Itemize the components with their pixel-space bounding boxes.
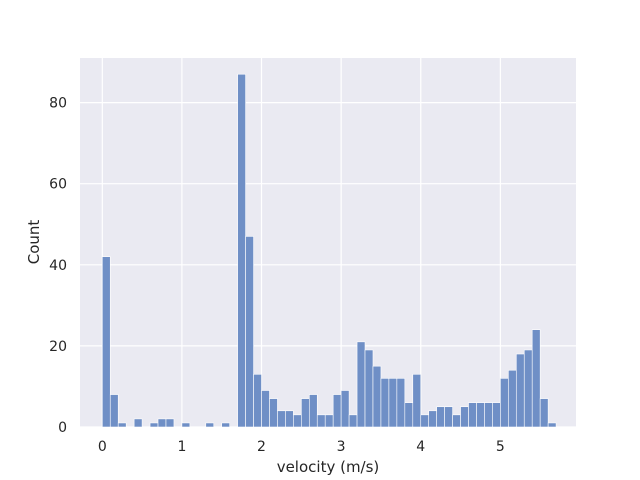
histogram-bar <box>420 414 430 428</box>
histogram-bar <box>348 414 358 428</box>
bars <box>101 73 557 428</box>
histogram-bar <box>269 398 278 428</box>
x-tick-label: 2 <box>257 439 266 455</box>
histogram-bar <box>484 402 493 428</box>
histogram-bar <box>237 73 246 428</box>
histogram-bar <box>523 349 533 428</box>
histogram-bar <box>412 373 422 428</box>
histogram-bar <box>253 373 262 428</box>
plot-area <box>80 58 576 427</box>
x-tick-label: 0 <box>98 439 107 455</box>
histogram-bar <box>277 410 286 428</box>
histogram-bar <box>285 410 294 428</box>
x-tick-label: 4 <box>416 439 425 455</box>
histogram-bar <box>293 414 302 428</box>
histogram-bar <box>444 406 453 428</box>
histogram-bar <box>157 418 167 428</box>
y-tick-label: 60 <box>49 177 67 193</box>
histogram-bar <box>428 410 437 428</box>
histogram-bar <box>539 398 549 428</box>
histogram-bar <box>500 378 509 428</box>
histogram-bar <box>117 422 127 428</box>
histogram-bar <box>492 402 501 428</box>
histogram-bar <box>109 394 119 428</box>
histogram-bar <box>324 414 334 428</box>
histogram-bar <box>245 236 254 428</box>
histogram-bar <box>356 341 366 428</box>
histogram-bar <box>301 398 310 428</box>
histogram-bar <box>515 353 525 428</box>
x-tick-label: 3 <box>337 439 346 455</box>
histogram-bar <box>316 414 326 428</box>
y-tick-label: 40 <box>49 258 67 274</box>
histogram-bar <box>396 378 406 428</box>
histogram-bar <box>547 422 557 428</box>
histogram-bar <box>508 369 517 428</box>
x-tick-label: 5 <box>496 439 505 455</box>
histogram-bar <box>221 422 230 428</box>
histogram-bar <box>181 422 191 428</box>
histogram-bar <box>308 394 318 428</box>
histogram-bar <box>165 418 175 428</box>
histogram-bar <box>372 365 382 428</box>
x-axis-label: velocity (m/s) <box>277 458 380 476</box>
y-tick-label: 80 <box>49 96 67 112</box>
y-tick-label: 20 <box>49 339 67 355</box>
histogram-bar <box>452 414 461 428</box>
histogram-bar <box>261 390 270 428</box>
y-tick-label: 0 <box>58 420 67 436</box>
histogram-bar <box>340 390 350 428</box>
histogram-bar <box>364 349 374 428</box>
y-axis-label: Count <box>25 220 43 265</box>
histogram-bar <box>149 422 159 428</box>
histogram-bar <box>468 402 477 428</box>
histogram-bar <box>476 402 485 428</box>
histogram-bar <box>332 394 342 428</box>
x-tick-label: 1 <box>177 439 186 455</box>
histogram-bar <box>404 402 414 428</box>
histogram-bar <box>133 418 143 428</box>
histogram-bar <box>388 378 398 428</box>
x-tick-labels: 0 1 2 3 4 5 <box>98 439 505 455</box>
histogram-bar <box>460 406 469 428</box>
y-tick-labels: 0 20 40 60 80 <box>49 96 67 436</box>
histogram-bar <box>101 256 111 428</box>
histogram-bar <box>531 329 541 428</box>
histogram-bar <box>380 378 390 428</box>
histogram-bar <box>436 406 445 428</box>
histogram-bar <box>205 422 215 428</box>
